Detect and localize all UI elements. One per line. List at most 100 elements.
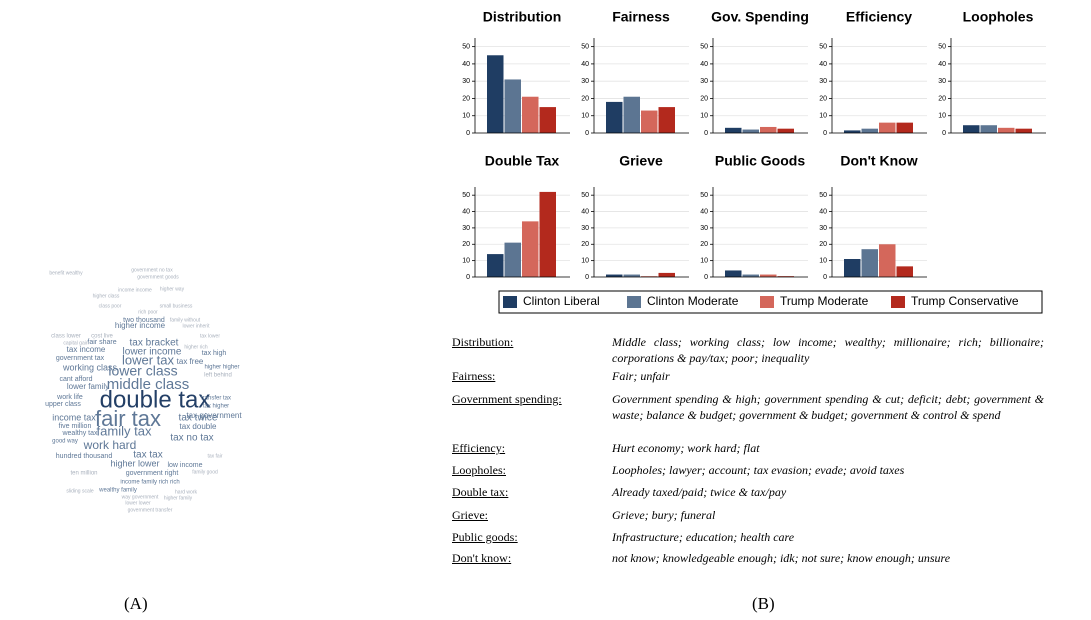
y-tick-label: 20	[581, 95, 589, 102]
word: tax tax	[133, 450, 162, 461]
word: hundred thousand	[56, 453, 113, 460]
bar	[487, 254, 504, 277]
y-tick-label: 40	[462, 208, 470, 215]
word: way government	[122, 494, 159, 500]
panel-title: Fairness	[612, 9, 670, 25]
bar	[641, 110, 658, 133]
bar	[980, 125, 997, 133]
word: income income	[118, 287, 152, 293]
bar	[879, 122, 896, 133]
word: tax double	[180, 422, 217, 431]
word: tax higher	[203, 404, 229, 410]
word: higher way	[160, 286, 185, 292]
panel-title: Gov. Spending	[711, 9, 809, 25]
y-tick-label: 20	[938, 95, 946, 102]
term: Fairness:	[452, 369, 496, 383]
y-tick-label: 10	[462, 113, 470, 120]
panel-title: Don't Know	[840, 153, 917, 169]
term: Distribution:	[452, 335, 514, 349]
y-tick-label: 40	[700, 208, 708, 215]
y-tick-label: 50	[581, 43, 589, 50]
bar	[623, 96, 640, 133]
y-tick-label: 0	[466, 274, 470, 281]
y-tick-label: 50	[819, 43, 827, 50]
y-tick-label: 30	[938, 78, 946, 85]
legend-label: Trump Moderate	[780, 294, 869, 308]
word: lower lower	[125, 500, 151, 506]
y-tick-label: 30	[462, 225, 470, 232]
word: tax bracket	[130, 338, 179, 349]
word: higher income	[115, 321, 166, 330]
y-tick-label: 10	[938, 113, 946, 120]
word: rich poor	[138, 309, 158, 315]
y-tick-label: 0	[585, 274, 589, 281]
word: higher family	[164, 495, 193, 501]
y-tick-label: 50	[581, 192, 589, 199]
word: hard work	[175, 489, 197, 495]
word: lower class	[108, 363, 177, 379]
bar	[539, 107, 556, 133]
word: government no tax	[131, 267, 173, 273]
y-tick-label: 50	[700, 192, 708, 199]
y-tick-label: 20	[819, 95, 827, 102]
word: higher higher	[204, 365, 239, 371]
word: family good	[192, 469, 218, 475]
word: cost live	[91, 334, 113, 340]
bar	[606, 101, 623, 133]
word: tax free	[177, 357, 204, 366]
word: left behind	[204, 373, 232, 379]
definition: Fair; unfair	[612, 369, 670, 383]
word: higher rich	[184, 344, 208, 350]
definition: not know; knowledgeable enough; idk; not…	[612, 551, 951, 565]
definition: Loopholes; lawyer; account; tax evasion;…	[612, 463, 905, 477]
y-tick-label: 50	[462, 43, 470, 50]
y-tick-label: 40	[581, 208, 589, 215]
bar	[725, 270, 742, 277]
y-tick-label: 40	[462, 61, 470, 68]
bar	[742, 274, 759, 277]
bar	[1015, 128, 1032, 133]
definition: Middle class; working class; low income;…	[612, 335, 1044, 365]
legend-box	[498, 290, 1043, 314]
bar	[641, 276, 658, 277]
word: tax lower	[200, 333, 220, 339]
legend-swatch	[891, 296, 905, 308]
legend-swatch	[503, 296, 517, 308]
bar	[844, 259, 861, 277]
y-tick-label: 50	[462, 192, 470, 199]
word: sliding scale	[66, 488, 93, 494]
word: income family rich rich	[120, 480, 179, 486]
word: benefit wealthy	[49, 270, 83, 276]
bar	[522, 221, 539, 277]
y-tick-label: 0	[466, 130, 470, 137]
y-tick-label: 40	[819, 61, 827, 68]
word: small business	[160, 303, 193, 309]
word: government tax	[56, 355, 105, 362]
y-tick-label: 0	[585, 130, 589, 137]
word: fair share	[87, 339, 116, 346]
word: lower income	[123, 347, 182, 358]
word: government right	[126, 470, 179, 477]
word: upper class	[45, 401, 81, 408]
y-tick-label: 20	[819, 241, 827, 248]
bar	[844, 130, 861, 133]
word: tax income	[67, 345, 106, 354]
term: Loopholes:	[452, 463, 506, 477]
term: Grieve:	[452, 508, 488, 522]
y-tick-label: 50	[700, 43, 708, 50]
word: tax twice	[179, 413, 218, 424]
word: wealthy family	[98, 488, 137, 494]
y-tick-label: 0	[942, 130, 946, 137]
term: Double tax:	[452, 485, 509, 499]
legend-label: Clinton Liberal	[523, 294, 600, 308]
y-tick-label: 10	[581, 257, 589, 264]
y-tick-label: 40	[581, 61, 589, 68]
panel-title: Efficiency	[846, 9, 912, 25]
panel-title: Grieve	[619, 153, 663, 169]
word: lower family	[67, 382, 109, 391]
y-tick-label: 0	[823, 130, 827, 137]
y-tick-label: 20	[700, 95, 708, 102]
bar	[861, 128, 878, 133]
